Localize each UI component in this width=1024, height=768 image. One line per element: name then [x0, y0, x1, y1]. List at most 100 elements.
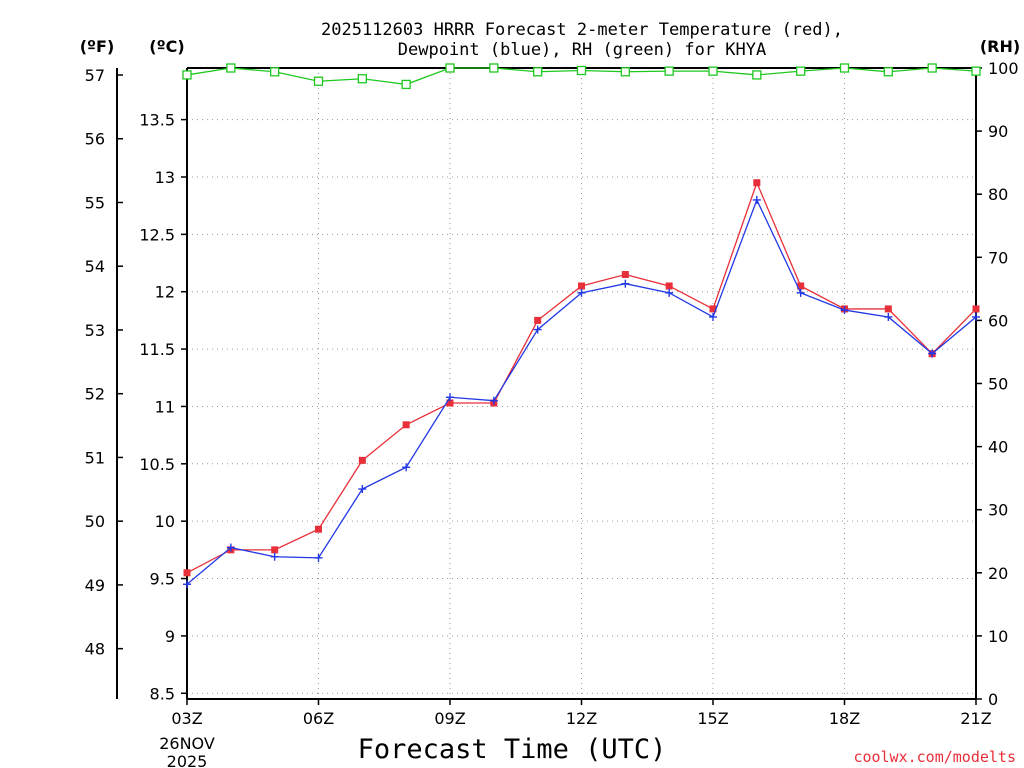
rh-point: [796, 66, 806, 76]
x-axis-title: Forecast Time (UTC): [358, 734, 667, 765]
rh-tick-label: 90: [988, 122, 1008, 141]
dewpoint-point: [314, 553, 323, 562]
x-date-label-year: 2025: [167, 752, 208, 768]
celsius-tick-label: 8.5: [150, 684, 175, 703]
x-tick-label: 18Z: [829, 709, 860, 728]
dewpoint-point: [402, 463, 411, 472]
rh-tick-label: 20: [988, 564, 1008, 583]
temperature-point: [578, 282, 585, 290]
rh-tick-label: 0: [988, 690, 998, 709]
x-tick-label: 03Z: [171, 709, 202, 728]
dewpoint-point: [972, 312, 980, 321]
temperature-point: [665, 282, 673, 290]
dewpoint-point: [226, 543, 235, 552]
fahrenheit-axis-unit: (ºF): [80, 37, 115, 56]
x-tick-label: 09Z: [434, 709, 465, 728]
fahrenheit-tick-label: 52: [85, 385, 105, 404]
temperature-point: [621, 271, 629, 279]
rh-tick-label: 60: [988, 311, 1008, 330]
fahrenheit-tick-label: 53: [85, 321, 105, 340]
rh-point: [620, 67, 630, 77]
x-date-label-day: 26NOV: [159, 734, 215, 753]
dewpoint-point: [489, 396, 498, 405]
celsius-tick-label: 11: [155, 397, 175, 416]
temperature-point: [271, 546, 279, 554]
rh-tick-label: 80: [988, 185, 1008, 204]
dewpoint-point: [621, 279, 630, 288]
dewpoint-point: [533, 325, 542, 334]
dewpoint-point: [884, 312, 893, 321]
fahrenheit-tick-label: 48: [85, 640, 105, 659]
rh-point: [708, 66, 718, 76]
temperature-point: [315, 525, 322, 533]
chart-series: [182, 63, 981, 589]
rh-tick-label: 100: [988, 59, 1019, 78]
rh-point: [445, 63, 455, 73]
temperature-point: [446, 399, 454, 407]
celsius-tick-label: 13.5: [139, 111, 175, 130]
dewpoint-point: [358, 485, 367, 494]
rh-point: [270, 67, 280, 77]
dewpoint-point: [665, 288, 674, 297]
x-tick-label: 06Z: [303, 709, 334, 728]
dewpoint-point: [183, 580, 191, 589]
celsius-tick-label: 9: [165, 627, 175, 646]
rh-point: [401, 79, 411, 90]
celsius-tick-label: 12: [155, 283, 175, 302]
rh-point: [839, 63, 850, 73]
rh-tick-label: 10: [988, 627, 1008, 646]
rh-point: [576, 65, 587, 76]
celsius-tick-label: 10.5: [139, 455, 175, 474]
chart-axes: [116, 67, 982, 705]
dewpoint-point: [709, 312, 717, 321]
dewpoint-point: [270, 552, 279, 561]
rh-point: [927, 63, 937, 73]
temperature-point: [797, 282, 805, 290]
celsius-axis-unit: (ºC): [149, 37, 184, 56]
rh-point: [533, 67, 543, 77]
celsius-tick-label: 9.5: [150, 570, 175, 589]
rh-tick-label: 50: [988, 375, 1008, 394]
credit-label: coolwx.com/modelts: [853, 748, 1016, 766]
rh-point: [182, 70, 192, 80]
temperature-point: [884, 305, 892, 313]
fahrenheit-tick-label: 54: [85, 257, 105, 276]
rh-axis-unit: (RH): [980, 37, 1020, 56]
grid-lines: [187, 68, 976, 699]
temperature-point: [753, 179, 761, 187]
celsius-tick-label: 13: [155, 168, 175, 187]
celsius-tick-label: 10: [155, 512, 175, 531]
rh-tick-label: 40: [988, 438, 1008, 457]
x-tick-label: 15Z: [697, 709, 728, 728]
temperature-point: [183, 569, 191, 577]
fahrenheit-tick-label: 57: [85, 66, 105, 85]
dewpoint-point: [840, 306, 849, 315]
dewpoint-point: [446, 393, 454, 402]
dewpoint-point: [577, 288, 586, 297]
rh-tick-label: 30: [988, 501, 1008, 520]
dewpoint-series-line: [186, 198, 977, 585]
rh-point: [664, 66, 674, 76]
dewpoint-point: [928, 349, 937, 358]
rh-point: [883, 67, 893, 77]
rh-point: [971, 66, 981, 76]
x-tick-label: 21Z: [960, 709, 991, 728]
temperature-point: [972, 305, 980, 313]
dewpoint-point: [796, 288, 805, 297]
rh-point: [226, 63, 236, 73]
fahrenheit-tick-label: 51: [85, 448, 105, 467]
tick-labels: 8.5 9 9.5 10 10.5 11 11.5 12 12.5 13 13.5 03Z 06Z 09Z…: [85, 59, 1019, 728]
temperature-point: [402, 421, 410, 429]
temperature-point: [358, 456, 366, 464]
celsius-tick-label: 12.5: [139, 225, 175, 244]
fahrenheit-tick-label: 56: [85, 130, 105, 149]
rh-tick-label: 70: [988, 248, 1008, 267]
celsius-tick-label: 11.5: [139, 340, 175, 359]
temperature-point: [709, 305, 717, 313]
rh-point: [313, 76, 324, 86]
chart-title-line-1: 2025112603 HRRR Forecast 2-meter Tempera…: [321, 20, 843, 40]
dewpoint-point: [752, 195, 761, 204]
x-tick-label: 12Z: [566, 709, 597, 728]
rh-point: [752, 70, 762, 80]
